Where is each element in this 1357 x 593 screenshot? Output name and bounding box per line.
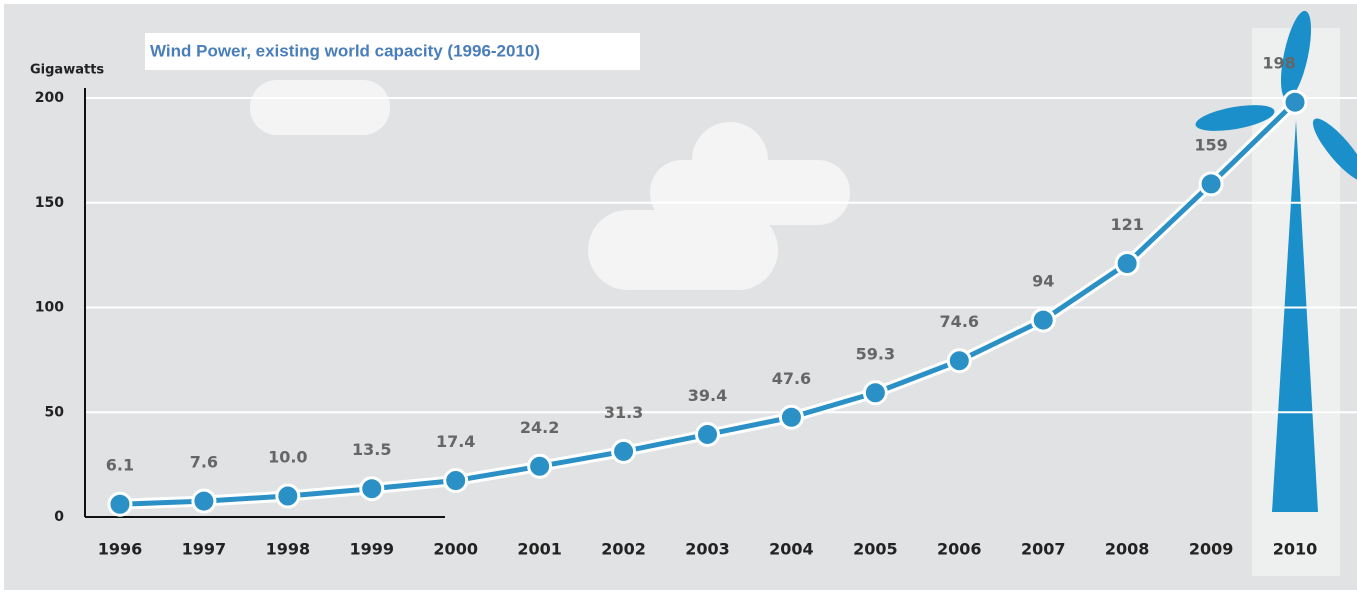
x-tick-label: 1998 bbox=[266, 540, 311, 559]
marker bbox=[1116, 253, 1138, 275]
marker bbox=[445, 470, 467, 492]
value-label: 10.0 bbox=[268, 448, 307, 467]
marker bbox=[361, 478, 383, 500]
x-tick-label: 2010 bbox=[1273, 540, 1318, 559]
cloud bbox=[250, 80, 390, 135]
page: Wind Power, existing world capacity (199… bbox=[0, 0, 1357, 593]
value-label: 6.1 bbox=[106, 456, 134, 475]
x-tick-label: 2002 bbox=[601, 540, 646, 559]
value-label: 94 bbox=[1032, 272, 1054, 291]
y-tick-label: 200 bbox=[35, 90, 64, 106]
marker bbox=[948, 350, 970, 372]
value-label: 7.6 bbox=[190, 453, 218, 472]
cloud bbox=[692, 122, 768, 198]
x-tick-label: 2006 bbox=[937, 540, 982, 559]
y-tick-label: 50 bbox=[45, 404, 65, 420]
value-label: 59.3 bbox=[856, 344, 895, 363]
value-label: 198 bbox=[1262, 54, 1295, 73]
x-tick-label: 1997 bbox=[182, 540, 227, 559]
x-tick-label: 2003 bbox=[685, 540, 730, 559]
chart: Wind Power, existing world capacity (199… bbox=[0, 0, 1357, 593]
marker bbox=[697, 423, 719, 445]
value-label: 31.3 bbox=[604, 403, 643, 422]
marker bbox=[780, 406, 802, 428]
marker bbox=[193, 490, 215, 512]
x-tick-label: 2001 bbox=[517, 540, 562, 559]
marker bbox=[109, 493, 131, 515]
value-label: 17.4 bbox=[436, 432, 475, 451]
x-tick-label: 2004 bbox=[769, 540, 814, 559]
x-tick-label: 1999 bbox=[350, 540, 395, 559]
x-tick-label: 2007 bbox=[1021, 540, 1066, 559]
marker bbox=[1032, 309, 1054, 331]
value-label: 24.2 bbox=[520, 418, 559, 437]
value-label: 121 bbox=[1110, 215, 1143, 234]
y-tick-label: 0 bbox=[54, 509, 64, 525]
value-label: 74.6 bbox=[940, 312, 979, 331]
marker bbox=[864, 382, 886, 404]
x-tick-label: 2000 bbox=[433, 540, 478, 559]
marker bbox=[613, 440, 635, 462]
marker bbox=[529, 455, 551, 477]
x-tick-label: 2008 bbox=[1105, 540, 1150, 559]
x-tick-label: 2005 bbox=[853, 540, 898, 559]
cloud bbox=[588, 210, 778, 290]
x-tick-label: 1996 bbox=[98, 540, 143, 559]
y-axis-label: Gigawatts bbox=[30, 63, 104, 78]
value-label: 13.5 bbox=[352, 440, 391, 459]
y-tick-label: 100 bbox=[35, 300, 64, 316]
value-label: 47.6 bbox=[772, 369, 811, 388]
chart-title: Wind Power, existing world capacity (199… bbox=[150, 41, 540, 60]
value-label: 39.4 bbox=[688, 386, 727, 405]
x-tick-label: 2009 bbox=[1189, 540, 1234, 559]
y-tick-label: 150 bbox=[35, 195, 64, 211]
value-label: 159 bbox=[1194, 135, 1227, 154]
marker bbox=[1200, 173, 1222, 195]
marker bbox=[1284, 91, 1306, 113]
marker bbox=[277, 485, 299, 507]
